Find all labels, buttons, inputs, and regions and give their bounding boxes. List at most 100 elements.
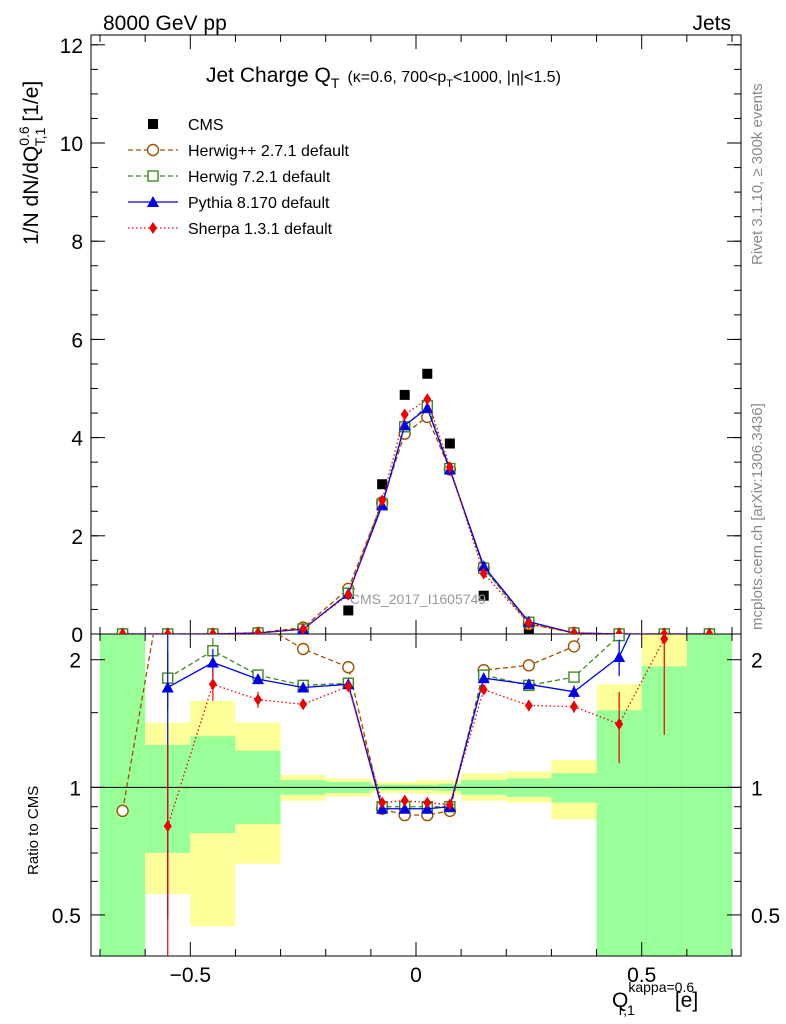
ratio-point <box>253 617 264 628</box>
main-point <box>254 627 263 634</box>
legend-entry-4: Sherpa 1.3.1 default <box>128 221 333 238</box>
header-left: 8000 GeV pp <box>103 12 227 35</box>
legend-label: Herwig++ 2.7.1 default <box>188 143 350 160</box>
ratio-line-2 <box>167 634 631 810</box>
main-point <box>444 438 455 449</box>
xtick-label: 0.5 <box>627 964 656 987</box>
main-point <box>445 461 454 474</box>
ratio-line-3 <box>167 638 665 827</box>
main-point <box>660 628 669 634</box>
ratio-point <box>344 680 353 693</box>
legend-label: Sherpa 1.3.1 default <box>188 221 333 238</box>
main-ylabel: 1/N dN/dQ0.6T,1[1/e] <box>16 81 48 245</box>
ratio-ticks: 0.5 0.5 1 1 2 2 −0.5 0 0.5 <box>52 634 780 987</box>
ratio-point <box>254 693 263 706</box>
ratio-point <box>116 804 129 818</box>
chart-title: Jet Charge QT (κ=0.6, 700<pT<1000, |η|<1.… <box>206 64 561 91</box>
legend-marker <box>147 170 159 182</box>
ratio-point <box>296 642 310 656</box>
ratio-ytick-label-right: 2 <box>751 650 763 673</box>
ratio-series <box>116 546 670 956</box>
analysis-watermark: CMS_2017_I1605749 <box>350 591 486 607</box>
ytick-label: 4 <box>71 428 83 451</box>
ratio-ytick-label: 2 <box>69 650 81 673</box>
ratio-ytick-label: 1 <box>69 777 81 800</box>
main-point <box>569 627 578 634</box>
ratio-point <box>342 661 355 674</box>
rivet-label: Rivet 3.1.10, ≥ 300k events <box>749 83 766 265</box>
main-series-4 <box>118 393 714 634</box>
main-point <box>343 605 354 616</box>
ratio-point <box>568 671 580 683</box>
ratio-bands <box>100 634 732 956</box>
main-point <box>524 617 533 630</box>
ratio-point <box>163 820 172 833</box>
ratio-point <box>208 678 217 691</box>
ytick-label: 8 <box>71 231 83 254</box>
legend: CMS Herwig++ 2.7.1 default Herwig 7.2.1 de… <box>128 117 350 238</box>
main-point <box>479 567 488 580</box>
main-point <box>423 393 432 406</box>
main-line-4 <box>122 398 710 634</box>
main-point <box>615 628 624 634</box>
ratio-point <box>423 796 432 809</box>
legend-marker <box>147 196 159 207</box>
main-point <box>400 408 409 421</box>
main-point <box>421 402 434 414</box>
ratio-point <box>297 681 310 693</box>
main-point <box>299 623 308 634</box>
ratio-series-3 <box>163 634 669 956</box>
mcplots-label: mcplots.cern.ch [arXiv:1306.3436] <box>749 403 766 630</box>
main-point <box>344 588 353 601</box>
main-point <box>422 368 433 379</box>
ratio-ylabel: Ratio to CMS <box>25 786 42 875</box>
main-point <box>208 628 217 634</box>
legend-marker <box>146 143 160 157</box>
main-point <box>378 494 387 507</box>
legend-marker <box>149 222 157 234</box>
legend-entry-1: Herwig++ 2.7.1 default <box>128 143 350 160</box>
ytick-label: 0 <box>71 624 83 647</box>
ratio-point <box>615 718 624 731</box>
ratio-ytick-label-right: 0.5 <box>751 905 780 928</box>
ratio-point <box>206 656 219 668</box>
ratio-point <box>479 683 488 696</box>
ratio-point <box>659 568 670 579</box>
ratio-point <box>522 659 536 672</box>
band-inner-15 <box>686 634 732 956</box>
legend-label: Pythia 8.170 default <box>188 195 330 212</box>
legend-label: Herwig 7.2.1 default <box>188 169 331 186</box>
band-inner-2 <box>190 736 236 834</box>
x-axis-label: Qkappa=0.6 T,1 [e] <box>612 979 698 1018</box>
ratio-point <box>400 794 409 807</box>
ratio-point <box>299 698 308 711</box>
ratio-point <box>660 634 669 645</box>
ratio-point <box>658 556 670 567</box>
ratio-ytick-label: 0.5 <box>52 905 81 928</box>
ratio-point <box>613 650 626 662</box>
ratio-point <box>567 685 580 697</box>
ratio-point <box>614 568 625 579</box>
ratio-point <box>522 678 535 690</box>
ratio-point <box>398 802 411 814</box>
band-inner-12 <box>551 773 597 803</box>
xtick-label: −0.5 <box>170 964 211 987</box>
ratio-point <box>524 699 533 712</box>
legend-entry-2: Herwig 7.2.1 default <box>128 169 331 186</box>
main-point <box>377 479 388 490</box>
ratio-point <box>378 796 387 809</box>
ytick-label: 12 <box>60 35 83 58</box>
main-point <box>163 628 172 634</box>
ratio-ytick-label-right: 1 <box>751 777 763 800</box>
main-point <box>118 628 127 634</box>
main-ticks: 0 2 4 6 8 10 12 <box>60 35 741 647</box>
main-point <box>399 389 410 400</box>
ratio-point <box>445 798 454 811</box>
ytick-label: 10 <box>60 133 83 156</box>
main-series <box>116 368 716 634</box>
main-point <box>705 628 714 634</box>
ratio-point <box>207 546 218 557</box>
legend-entry-0: CMS <box>148 117 224 134</box>
legend-label: CMS <box>188 117 224 134</box>
